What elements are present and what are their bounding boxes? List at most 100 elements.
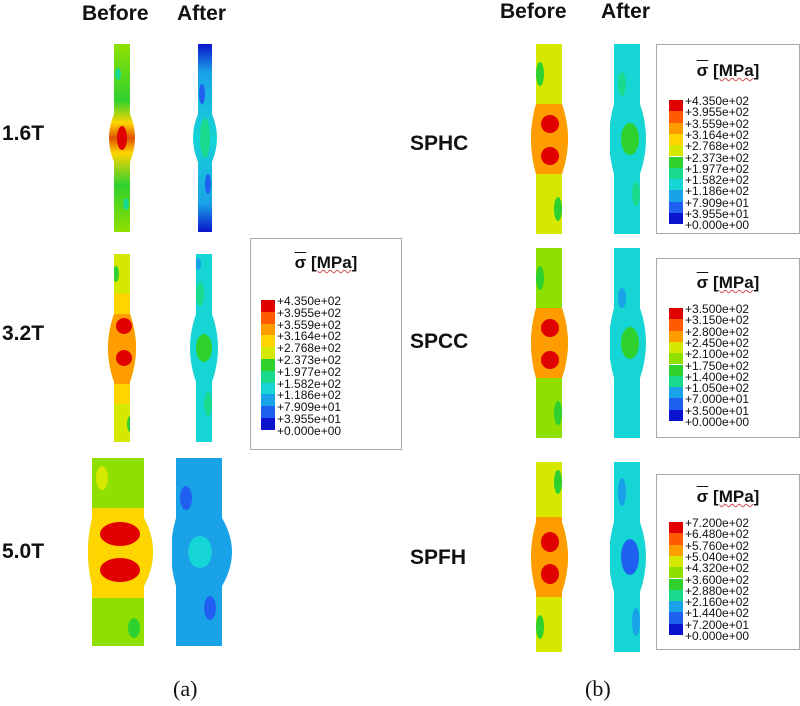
legend-value: +2.768e+02	[277, 341, 342, 356]
legend-color-band	[669, 398, 683, 410]
strip-1-6t-after	[193, 44, 217, 232]
legend-value: +1.750e+02	[685, 358, 750, 373]
legend-color-band	[669, 409, 683, 421]
strip-1-6t-before	[109, 44, 135, 232]
legend-color-band	[261, 382, 275, 395]
legend-color-band	[669, 555, 683, 568]
legend-symbol: σ	[696, 487, 709, 506]
panel-b-header-before: Before	[500, 0, 567, 23]
legend-unit: [MPa]	[713, 487, 760, 506]
legend-value: +3.955e+02	[685, 105, 750, 120]
legend-value: +7.909e+01	[277, 400, 342, 415]
legend-value: +3.164e+02	[277, 329, 342, 344]
legend-value: +4.350e+02	[277, 294, 342, 308]
legend-value: +1.050e+02	[685, 381, 750, 396]
legend-value: +0.000e+00	[277, 423, 342, 438]
strip-3-2t-before	[108, 254, 136, 442]
legend-color-band	[669, 167, 683, 180]
panel-b-header-after: After	[601, 0, 651, 23]
legend-value: +3.150e+02	[685, 313, 750, 328]
legend-title: σ [MPa]	[251, 253, 401, 273]
legend-value: +3.559e+02	[685, 116, 750, 131]
legend-title: σ [MPa]	[657, 61, 799, 81]
legend-value: +1.977e+02	[277, 364, 342, 379]
panel-a-header-before: Before	[82, 2, 149, 25]
legend-color-band	[669, 353, 683, 365]
strip-spfh-before	[531, 462, 568, 652]
legend-value: +1.400e+02	[685, 369, 750, 384]
row-label-3-2t: 3.2T	[2, 322, 45, 345]
legend-value: +2.768e+02	[685, 139, 750, 154]
legend-color-band	[261, 300, 275, 312]
legend-color-band	[669, 179, 683, 191]
legend-color-band	[669, 341, 683, 354]
legend-symbol: σ	[294, 253, 307, 272]
legend-unit: [MPa]	[713, 61, 760, 80]
row-label-5-0t: 5.0T	[2, 540, 45, 563]
strip-spcc-before	[531, 248, 568, 438]
legend-title: σ [MPa]	[657, 487, 799, 507]
legend-color-band	[669, 111, 683, 123]
legend-value: +4.350e+02	[685, 94, 750, 108]
legend-color-band	[261, 359, 275, 371]
legend-value: +3.600e+02	[685, 572, 750, 587]
legend-sphc: σ [MPa] +4.350e+02 +3.955e+02 +3.559e+02 +3…	[656, 44, 800, 234]
legend-value: +6.480e+02	[685, 527, 750, 542]
legend-color-band	[669, 623, 683, 635]
legend-value: +0.000e+00	[685, 415, 750, 429]
legend-color-band	[261, 311, 275, 324]
legend-color-band	[669, 522, 683, 534]
legend-value: +5.040e+02	[685, 549, 750, 564]
row-label-spfh: SPFH	[410, 546, 467, 569]
legend-value: +0.000e+00	[685, 218, 750, 233]
legend-value: +7.200e+01	[685, 617, 750, 632]
panel-a-caption: (a)	[173, 676, 198, 701]
legend-value: +3.955e+01	[277, 412, 342, 426]
legend-value: +3.955e+01	[685, 207, 750, 221]
legend-color-band	[669, 190, 683, 202]
legend-unit: [MPa]	[311, 253, 358, 272]
legend-color-band	[669, 544, 683, 556]
legend-color-band	[261, 335, 275, 348]
legend-color-band	[669, 319, 683, 331]
legend-value: +1.582e+02	[685, 173, 750, 188]
legend-color-band	[669, 567, 683, 579]
legend-color-band	[669, 612, 683, 624]
legend-value: +7.000e+01	[685, 392, 750, 407]
panel-b-caption: (b)	[585, 676, 611, 701]
legend-value: +7.909e+01	[685, 195, 750, 210]
legend-color-band	[261, 347, 275, 359]
legend-color-band	[669, 387, 683, 399]
legend-value: +1.582e+02	[277, 376, 342, 391]
legend-color-band	[669, 213, 683, 225]
legend-value: +1.440e+02	[685, 606, 750, 621]
legend-color-band	[669, 122, 683, 134]
legend-value: +2.800e+02	[685, 324, 750, 339]
legend-panel-a: σ [MPa] +4.350e+02 +3.955e+02 +3.559e+02 +3…	[250, 238, 402, 450]
strip-5-0t-after	[172, 458, 232, 646]
legend-symbol: σ	[696, 273, 709, 292]
legend-title: σ [MPa]	[657, 273, 799, 293]
legend-color-band	[261, 323, 275, 336]
legend-unit: [MPa]	[713, 273, 760, 292]
legend-value: +2.880e+02	[685, 583, 750, 598]
legend-color-band	[669, 533, 683, 545]
strip-spcc-after	[610, 248, 646, 438]
panel-a-header-after: After	[177, 2, 227, 25]
legend-color-band	[669, 589, 683, 602]
legend-spfh: σ [MPa] +7.200e+02 +6.480e+02 +5.760e+02 +5…	[656, 474, 800, 650]
legend-color-band	[261, 394, 275, 407]
legend-value: +4.320e+02	[685, 561, 750, 576]
legend-value: +2.450e+02	[685, 335, 750, 350]
legend-value: +2.160e+02	[685, 595, 750, 610]
legend-value: +1.977e+02	[685, 161, 750, 176]
legend-symbol: σ	[696, 61, 709, 80]
legend-value: +2.373e+02	[277, 353, 342, 367]
legend-value: +3.559e+02	[277, 317, 342, 332]
strip-5-0t-before	[88, 458, 153, 646]
legend-color-band	[669, 364, 683, 376]
legend-value: +3.164e+02	[685, 127, 750, 142]
legend-value: +2.373e+02	[685, 150, 750, 165]
legend-color-band	[669, 145, 683, 157]
row-label-sphc: SPHC	[410, 132, 469, 155]
